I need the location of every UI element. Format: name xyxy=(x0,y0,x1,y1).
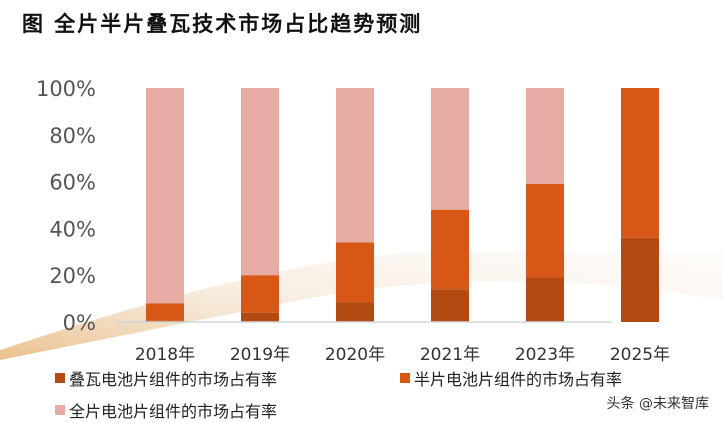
bar-segment-2023年-s2 xyxy=(526,88,564,184)
bar-segment-2023年-s0 xyxy=(526,277,564,322)
y-tick-label: 0% xyxy=(63,311,96,335)
y-tick-label: 60% xyxy=(49,171,96,195)
x-tick-label: 2025年 xyxy=(610,345,670,365)
x-tick-label: 2021年 xyxy=(420,345,480,365)
y-tick-label: 40% xyxy=(49,217,96,241)
x-tick-label: 2023年 xyxy=(515,345,575,365)
bar-segment-2020年-s1 xyxy=(336,242,374,303)
watermark: 头条 @未来智库 xyxy=(606,396,709,412)
y-tick-label: 20% xyxy=(49,264,96,288)
y-tick-label: 100% xyxy=(36,77,96,101)
bar-segment-2025年-s0 xyxy=(621,237,659,322)
legend-label: 全片电池片组件的市场占有率 xyxy=(69,402,278,421)
legend-item-full-cell: 全片电池片组件的市场占有率 xyxy=(55,398,277,422)
bar-segment-2018年-s2 xyxy=(146,88,184,304)
bar-segment-2021年-s0 xyxy=(431,289,469,322)
bar-segment-2019年-s0 xyxy=(241,312,279,322)
legend-item-half-cell: 半片电池片组件的市场占有率 xyxy=(400,366,622,390)
bar-segment-2023年-s1 xyxy=(526,183,564,278)
bar-segment-2025年-s1 xyxy=(621,88,659,238)
x-tick-label: 2020年 xyxy=(325,345,385,365)
y-tick-label: 80% xyxy=(49,124,96,148)
bar-segment-2018年-s1 xyxy=(146,303,184,321)
legend-label: 半片电池片组件的市场占有率 xyxy=(414,370,623,389)
bar-segment-2019年-s1 xyxy=(241,275,279,313)
chart-title: 图 全片半片叠瓦技术市场占比趋势预测 xyxy=(22,12,423,36)
bar-segment-2021年-s2 xyxy=(431,88,469,210)
legend-label: 叠瓦电池片组件的市场占有率 xyxy=(69,370,278,389)
legend-item-shingled: 叠瓦电池片组件的市场占有率 xyxy=(55,366,277,390)
x-tick-label: 2018年 xyxy=(135,345,195,365)
bar-segment-2020年-s2 xyxy=(336,88,374,243)
x-tick-label: 2019年 xyxy=(230,345,290,365)
bar-segment-2021年-s1 xyxy=(431,209,469,290)
bar-segment-2019年-s2 xyxy=(241,88,279,276)
bar-segment-2020年-s0 xyxy=(336,302,374,322)
